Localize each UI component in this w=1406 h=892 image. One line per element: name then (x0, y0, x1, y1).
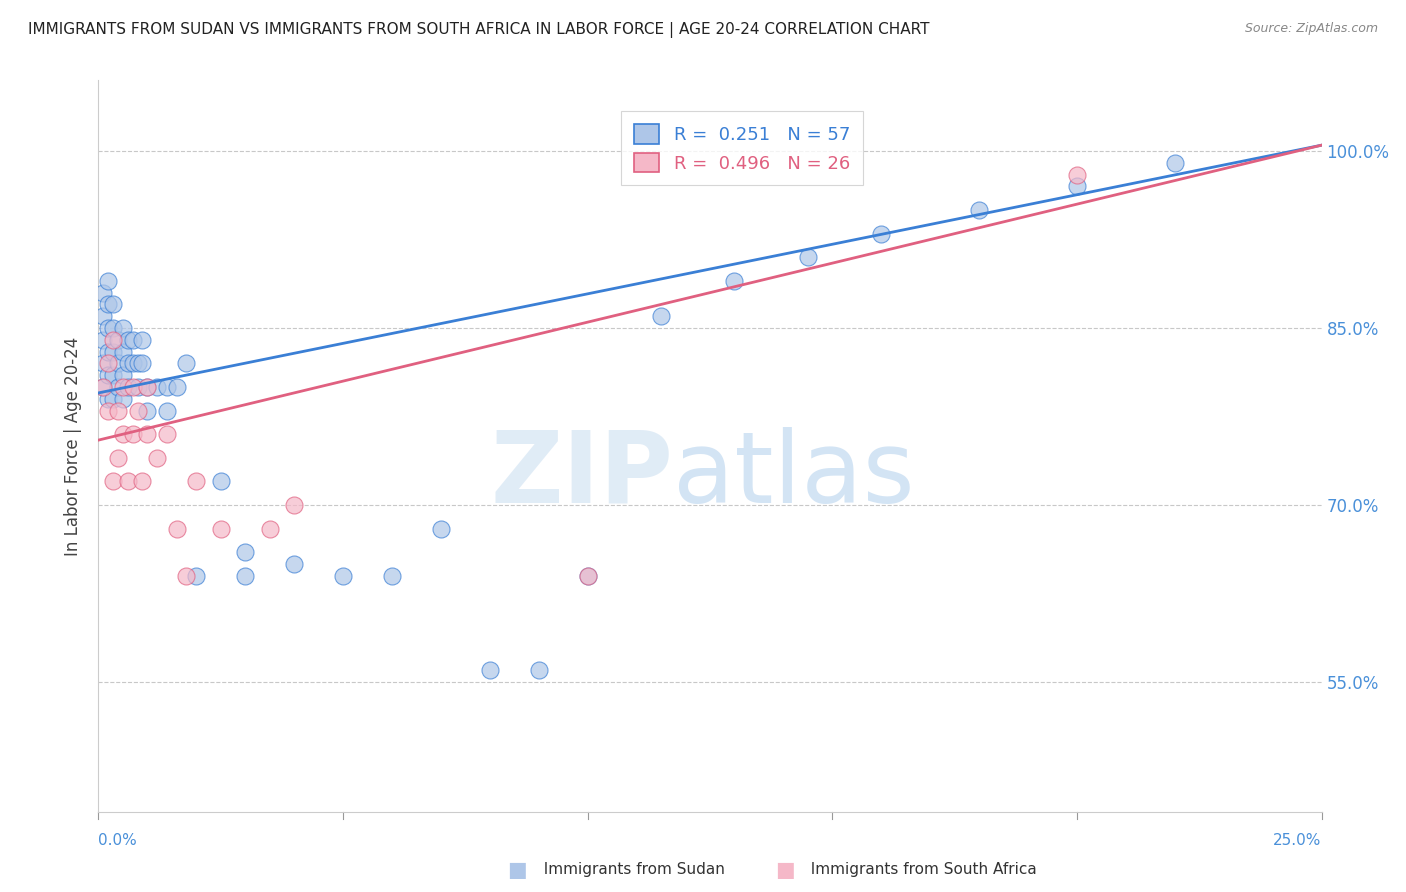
Point (131, 475, 153, 489)
Legend: R =  0.251   N = 57, R =  0.496   N = 26: R = 0.251 N = 57, R = 0.496 N = 26 (621, 112, 862, 186)
Text: Source: ZipAtlas.com: Source: ZipAtlas.com (1244, 22, 1378, 36)
Point (1164, 156, 1187, 170)
Point (127, 380, 149, 394)
Point (111, 344, 134, 359)
Point (209, 475, 232, 489)
Point (107, 403, 129, 417)
Point (136, 403, 159, 417)
Point (136, 380, 159, 394)
Point (233, 568, 256, 582)
Point (136, 380, 159, 394)
Point (91, 380, 114, 394)
Point (136, 427, 159, 442)
Point (101, 368, 124, 383)
Text: ■: ■ (508, 860, 527, 880)
Point (156, 380, 179, 394)
Point (146, 380, 169, 394)
Point (1066, 168, 1088, 182)
Point (101, 333, 124, 347)
Point (97, 274, 120, 288)
Point (723, 274, 745, 288)
Point (127, 356, 149, 370)
Point (117, 380, 139, 394)
Point (91, 285, 114, 300)
Point (117, 356, 139, 370)
Point (117, 333, 139, 347)
Point (283, 498, 305, 512)
Point (97, 392, 120, 406)
Point (576, 568, 599, 582)
Point (111, 368, 134, 383)
Point (107, 356, 129, 370)
Text: 0.0%: 0.0% (98, 833, 138, 848)
Point (111, 392, 134, 406)
Point (478, 663, 501, 677)
Point (176, 568, 198, 582)
Point (97, 297, 120, 311)
Point (650, 310, 672, 324)
Point (107, 333, 129, 347)
Point (156, 403, 179, 417)
Point (186, 568, 208, 582)
Point (91, 333, 114, 347)
Point (101, 392, 124, 406)
Text: 25.0%: 25.0% (1274, 833, 1322, 848)
Point (121, 380, 143, 394)
Point (131, 356, 153, 370)
Point (111, 427, 134, 442)
Point (101, 475, 124, 489)
Point (166, 522, 188, 536)
Point (146, 450, 169, 465)
Point (91, 310, 114, 324)
Point (127, 403, 149, 417)
Point (332, 568, 354, 582)
Point (870, 227, 893, 241)
Point (131, 333, 153, 347)
Point (156, 427, 179, 442)
Point (91, 356, 114, 370)
Point (97, 368, 120, 383)
Point (576, 568, 599, 582)
Point (97, 403, 120, 417)
Point (107, 450, 129, 465)
Point (967, 202, 990, 217)
Text: Immigrants from Sudan: Immigrants from Sudan (534, 863, 725, 877)
Point (121, 427, 143, 442)
Point (97, 321, 120, 335)
Point (176, 356, 198, 370)
Point (107, 380, 129, 394)
Point (117, 475, 139, 489)
Y-axis label: In Labor Force | Age 20-24: In Labor Force | Age 20-24 (65, 336, 83, 556)
Point (259, 522, 281, 536)
Point (101, 321, 124, 335)
Point (111, 380, 134, 394)
Point (101, 297, 124, 311)
Point (166, 380, 188, 394)
Text: Immigrants from South Africa: Immigrants from South Africa (801, 863, 1038, 877)
Text: ■: ■ (775, 860, 794, 880)
Point (91, 380, 114, 394)
Point (283, 557, 305, 571)
Point (121, 356, 143, 370)
Point (101, 344, 124, 359)
Point (797, 250, 820, 264)
Point (111, 321, 134, 335)
Point (121, 333, 143, 347)
Point (527, 663, 550, 677)
Point (381, 568, 404, 582)
Text: IMMIGRANTS FROM SUDAN VS IMMIGRANTS FROM SOUTH AFRICA IN LABOR FORCE | AGE 20-24: IMMIGRANTS FROM SUDAN VS IMMIGRANTS FROM… (28, 22, 929, 38)
Point (233, 545, 256, 559)
Point (1066, 179, 1088, 194)
Point (97, 356, 120, 370)
Point (430, 522, 453, 536)
Point (97, 344, 120, 359)
Text: atlas: atlas (673, 426, 915, 524)
Point (186, 475, 208, 489)
Text: ZIP: ZIP (491, 426, 673, 524)
Point (209, 522, 232, 536)
